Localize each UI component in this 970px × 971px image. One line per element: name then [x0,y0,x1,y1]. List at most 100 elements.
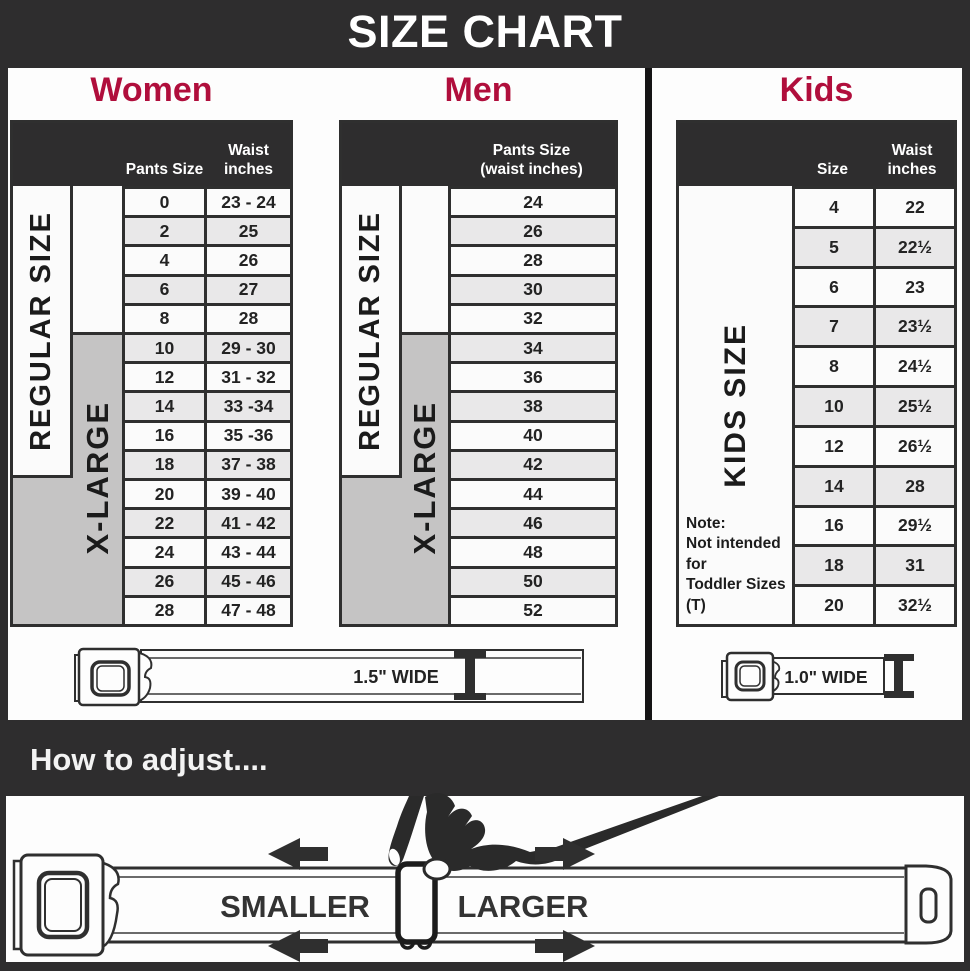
table-cell: 22 [125,510,207,537]
table-row: 12 31 - 32 [125,361,290,391]
table-row: 7 23½ [795,305,954,346]
table-cell: 20 [125,481,207,508]
table-cell: 12 [125,364,207,391]
table-row: 30 [451,273,615,303]
men-regular-size-box: REGULAR SIZE [342,186,402,478]
table-row: 24 [451,186,615,216]
table-cell: 28 [125,597,207,625]
table-cell: 31 [905,555,925,576]
xlarge-shade-lower [13,478,122,624]
table-row: 0 23 - 24 [125,186,290,216]
women-waist-header: Waist inches [223,142,274,178]
table-cell: 14 [795,467,876,505]
table-cell: 32½ [897,595,933,616]
table-cell: 52 [523,600,543,621]
table-cell: 18 [795,547,876,585]
men-xlarge-box: X-LARGE [402,332,448,624]
table-cell: 34 [523,337,543,358]
kids-table-body: 4 22 5 22½ 6 23 7 23½ 8 24½ 10 25½ 12 26½ 14 28 16 29½ 18 3… [795,186,954,624]
table-cell: 30 [523,279,543,300]
table-row: 16 29½ [795,504,954,545]
kids-size-table: Size Waist inches KIDS SIZE Note: Not in… [676,120,957,627]
table-row: 48 [451,536,615,566]
table-row: 12 26½ [795,424,954,465]
table-cell: 40 [523,425,543,446]
table-cell: 37 - 38 [221,454,276,475]
table-cell: 35 -36 [223,425,274,446]
table-row: 42 [451,448,615,479]
xlarge-shade-upper [73,332,122,478]
kids-toddler-note: Note: Not intended for Toddler Sizes (T) [686,514,786,614]
table-row: 14 33 -34 [125,390,290,420]
women-section-title: Women [90,71,213,109]
women-pants-size-header: Pants Size [125,160,204,178]
table-cell: 22½ [897,236,933,257]
table-row: 10 25½ [795,385,954,425]
women-regular-size-label: REGULAR SIZE [25,210,57,451]
table-cell: 10 [795,388,876,425]
women-regular-size-box: REGULAR SIZE [13,186,73,478]
table-cell: 29 - 30 [221,337,276,358]
table-row: 46 [451,507,615,537]
table-row: 24 43 - 44 [125,536,290,566]
table-cell: 5 [795,228,876,266]
table-cell: 24 [125,539,207,566]
men-size-group-zone: REGULAR SIZE X-LARGE [342,186,451,624]
table-row: 26 45 - 46 [125,565,290,595]
table-cell: 26 [125,568,207,595]
table-cell: 28 [905,475,925,496]
table-cell: 28 [238,308,259,329]
table-row: 26 [451,215,615,245]
table-row: 18 37 - 38 [125,448,290,479]
women-xlarge-label: X-LARGE [79,401,115,555]
kids-section-divider [645,68,652,720]
women-table-header: Pants Size Waist inches [13,123,290,186]
table-row: 40 [451,419,615,449]
table-row: 6 27 [125,273,290,303]
women-table-body: 0 23 - 24 2 25 4 26 6 27 8 28 10 29 - 30 12 31 - 32 14… [125,186,290,625]
table-cell: 39 - 40 [221,483,276,504]
table-cell: 46 [523,512,543,533]
table-row: 34 [451,332,615,362]
table-cell: 23½ [897,316,933,337]
table-cell: 4 [125,247,207,274]
table-cell: 25½ [897,395,933,416]
table-cell: 44 [523,483,543,504]
table-cell: 6 [795,268,876,306]
table-cell: 14 [125,393,207,420]
table-row: 10 29 - 30 [125,332,290,362]
table-cell: 48 [523,542,543,563]
table-row: 20 32½ [795,584,954,624]
table-cell: 38 [523,396,543,417]
table-cell: 26 [523,220,543,241]
table-cell: 20 [795,587,876,624]
table-row: 28 47 - 48 [125,594,290,625]
table-row: 5 22½ [795,225,954,266]
adjust-illustration-panel [6,796,964,962]
women-size-table: Pants Size Waist inches REGULAR SIZE X-L… [10,120,293,627]
table-cell: 16 [125,422,207,449]
table-row: 18 31 [795,544,954,585]
kids-size-group-zone: KIDS SIZE Note: Not intended for Toddler… [679,186,795,624]
page-title: SIZE CHART [347,6,623,57]
kids-size-header: Size [816,160,848,178]
table-cell: 22 [905,196,925,217]
table-cell: 42 [523,454,543,475]
table-row: 4 22 [795,186,954,226]
table-row: 14 28 [795,464,954,505]
table-cell: 33 -34 [223,396,274,417]
men-table-header: Pants Size (waist inches) [342,123,615,186]
table-cell: 23 [905,276,925,297]
table-cell: 18 [125,451,207,479]
table-cell: 43 - 44 [221,542,276,563]
kids-table-header: Size Waist inches [679,123,954,186]
kids-section-title: Kids [779,71,854,109]
table-row: 8 24½ [795,345,954,386]
table-cell: 31 - 32 [221,366,276,387]
table-cell: 29½ [897,515,933,536]
xlarge-shade-upper [402,332,448,478]
kids-waist-header: Waist inches [887,142,937,178]
table-cell: 2 [125,218,207,245]
table-row: 8 28 [125,302,290,333]
table-cell: 45 - 46 [221,571,276,592]
